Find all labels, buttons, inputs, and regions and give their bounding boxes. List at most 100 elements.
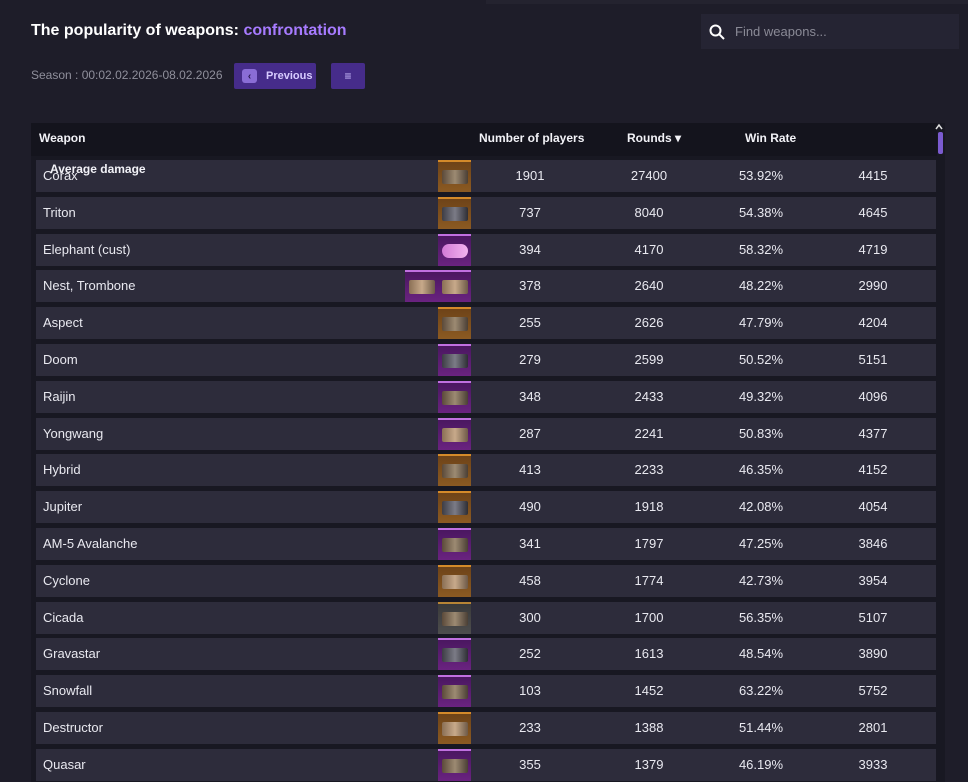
weapon-thumbnail [438, 749, 471, 781]
weapon-thumbnail [438, 638, 471, 670]
win-rate: 47.25% [738, 536, 784, 551]
season-label: Season : 00:02.02.2026-08.02.2026 [31, 68, 223, 82]
weapon-name: Quasar [43, 757, 86, 772]
column-average-damage[interactable]: Average damage [50, 162, 146, 176]
table-row[interactable]: Cicada 300 1700 56.35% 5107 [36, 602, 936, 634]
players-count: 458 [519, 573, 541, 588]
players-count: 378 [519, 278, 541, 293]
rounds-count: 2233 [634, 462, 664, 477]
average-damage: 5107 [858, 610, 888, 625]
weapon-name: Cicada [43, 610, 84, 625]
table-row[interactable]: Aspect 255 2626 47.79% 4204 [36, 307, 936, 339]
weapon-thumbnail [438, 344, 471, 376]
average-damage: 3846 [858, 536, 888, 551]
table-row[interactable]: Cyclone 458 1774 42.73% 3954 [36, 565, 936, 597]
weapon-image [408, 280, 435, 294]
top-border [486, 0, 968, 4]
average-damage: 4415 [858, 168, 888, 183]
weapon-image [441, 428, 468, 442]
players-count: 279 [519, 352, 541, 367]
average-damage: 3890 [858, 646, 888, 661]
rounds-count: 1797 [634, 536, 664, 551]
caret-up-icon[interactable] [935, 123, 943, 131]
players-count: 348 [519, 389, 541, 404]
column-rounds[interactable]: Rounds ▾ [627, 131, 682, 145]
search-input[interactable] [733, 23, 947, 40]
table-row[interactable]: AM-5 Avalanche 341 1797 47.25% 3846 [36, 528, 936, 560]
players-count: 490 [519, 499, 541, 514]
column-players[interactable]: Number of players [479, 131, 585, 145]
players-count: 413 [519, 462, 541, 477]
players-count: 394 [519, 242, 541, 257]
weapon-thumbnail [438, 270, 471, 302]
weapon-image [441, 317, 468, 331]
win-rate: 50.52% [738, 352, 784, 367]
weapon-name: Nest, Trombone [43, 278, 136, 293]
players-count: 1901 [515, 168, 545, 183]
weapon-image [441, 244, 468, 258]
menu-button[interactable]: ≡ [331, 63, 365, 89]
average-damage: 5752 [858, 683, 888, 698]
table-row[interactable]: Corax 1901 27400 53.92% 4415 [36, 160, 936, 192]
players-count: 355 [519, 757, 541, 772]
table-row[interactable]: Hybrid 413 2233 46.35% 4152 [36, 454, 936, 486]
weapon-thumbnail [438, 234, 471, 266]
win-rate: 46.35% [738, 462, 784, 477]
win-rate: 42.08% [738, 499, 784, 514]
average-damage: 4719 [858, 242, 888, 257]
win-rate: 47.79% [738, 315, 784, 330]
title-prefix: The popularity of weapons: [31, 22, 240, 39]
rounds-count: 1613 [634, 646, 664, 661]
search-box[interactable] [701, 14, 959, 49]
players-count: 103 [519, 683, 541, 698]
rounds-count: 2433 [634, 389, 664, 404]
table-row[interactable]: Gravastar 252 1613 48.54% 3890 [36, 638, 936, 670]
weapon-thumbnail [438, 454, 471, 486]
table-row[interactable]: Triton 737 8040 54.38% 4645 [36, 197, 936, 229]
table-row[interactable]: Snowfall 103 1452 63.22% 5752 [36, 675, 936, 707]
table-row[interactable]: Jupiter 490 1918 42.08% 4054 [36, 491, 936, 523]
win-rate: 49.32% [738, 389, 784, 404]
weapon-name: AM-5 Avalanche [43, 536, 138, 551]
table-row[interactable]: Elephant (cust) 394 4170 58.32% 4719 [36, 234, 936, 266]
players-count: 737 [519, 205, 541, 220]
average-damage: 3933 [858, 757, 888, 772]
weapon-image [441, 648, 468, 662]
weapon-thumbnail [438, 197, 471, 229]
weapon-image [441, 464, 468, 478]
win-rate: 48.22% [738, 278, 784, 293]
rounds-count: 1388 [634, 720, 664, 735]
players-count: 300 [519, 610, 541, 625]
scrollbar-thumb[interactable] [938, 132, 943, 154]
average-damage: 4377 [858, 426, 888, 441]
page-title: The popularity of weapons: confrontation [31, 22, 347, 40]
rounds-count: 4170 [634, 242, 664, 257]
players-count: 233 [519, 720, 541, 735]
weapon-name: Raijin [43, 389, 76, 404]
previous-button[interactable]: ‹ Previous [234, 63, 316, 89]
weapon-name: Elephant (cust) [43, 242, 131, 257]
weapon-image [441, 280, 468, 294]
column-winrate[interactable]: Win Rate [745, 131, 797, 145]
weapon-thumbnail [438, 160, 471, 192]
table-row[interactable]: Raijin 348 2433 49.32% 4096 [36, 381, 936, 413]
win-rate: 63.22% [738, 683, 784, 698]
table-row[interactable]: Quasar 355 1379 46.19% 3933 [36, 749, 936, 781]
table-row[interactable]: Nest, Trombone 378 2640 48.22% 2990 [36, 270, 936, 302]
average-damage: 2990 [858, 278, 888, 293]
title-mode[interactable]: confrontation [243, 22, 347, 39]
rounds-count: 2640 [634, 278, 664, 293]
rounds-count: 1918 [634, 499, 664, 514]
weapon-thumbnail [438, 381, 471, 413]
table-header: Weapon Number of players Rounds ▾ Win Ra… [31, 123, 937, 176]
search-icon [709, 23, 727, 41]
table-row[interactable]: Destructor 233 1388 51.44% 2801 [36, 712, 936, 744]
weapon-thumbnail [438, 712, 471, 744]
column-weapon[interactable]: Weapon [39, 131, 86, 145]
table-row[interactable]: Doom 279 2599 50.52% 5151 [36, 344, 936, 376]
weapon-name: Yongwang [43, 426, 104, 441]
table-row[interactable]: Yongwang 287 2241 50.83% 4377 [36, 418, 936, 450]
weapon-thumbnail [438, 565, 471, 597]
menu-icon: ≡ [344, 69, 352, 83]
rounds-count: 8040 [634, 205, 664, 220]
